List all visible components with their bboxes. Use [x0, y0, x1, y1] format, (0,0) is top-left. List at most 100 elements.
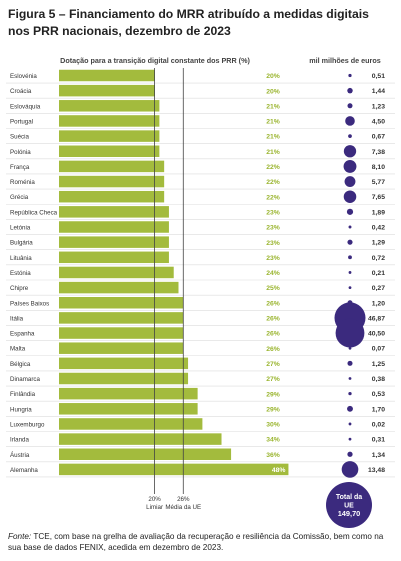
bar-value-label: 29% [266, 391, 280, 398]
amount-label: 0,31 [372, 437, 385, 444]
amount-label: 1,70 [372, 406, 385, 413]
category-label: Bélgica [10, 361, 31, 368]
bar [59, 130, 160, 142]
bar [59, 418, 203, 430]
bar-value-label: 20% [266, 88, 280, 95]
amount-label: 1,89 [372, 209, 385, 216]
category-label: Estónia [10, 270, 31, 277]
bar [59, 115, 160, 127]
amount-label: 46,87 [368, 315, 385, 322]
bar [59, 236, 169, 248]
category-label: Dinamarca [10, 376, 40, 383]
chart-subtitle: Dotação para a transição digital constan… [60, 56, 250, 65]
category-label: Suécia [10, 134, 29, 141]
bar-value-label: 24% [266, 270, 280, 277]
amount-label: 7,38 [372, 149, 385, 156]
category-label: Irlanda [10, 437, 29, 444]
bar-value-label: 21% [266, 103, 280, 110]
bar-value-label: 22% [266, 164, 280, 171]
bubble [348, 255, 352, 260]
category-label: Eslovénia [10, 73, 37, 80]
category-label: Croácia [10, 88, 32, 95]
total-circle [326, 482, 372, 528]
amount-label: 0,72 [372, 255, 385, 262]
bar-value-label: 27% [266, 376, 280, 383]
amount-label: 1,23 [372, 103, 385, 110]
bubble [348, 377, 352, 380]
bar-value-label: 36% [266, 452, 280, 459]
total-label-line2: UE [344, 503, 354, 510]
bar [59, 327, 184, 339]
source-label: Fonte: [8, 532, 32, 541]
bubble [343, 145, 357, 158]
bubble [344, 176, 356, 187]
bar-value-label: 26% [266, 346, 280, 353]
amount-label: 0,07 [372, 346, 385, 353]
reference-name-label: Limiar [146, 504, 163, 511]
category-label: França [10, 164, 30, 171]
category-label: Alemanha [10, 467, 38, 474]
category-label: Letónia [10, 225, 31, 232]
category-label: Itália [10, 315, 24, 322]
bar [59, 100, 160, 112]
amount-label: 4,50 [372, 118, 385, 125]
source-note: Fonte: TCE, com base na grelha de avalia… [8, 531, 396, 553]
bar [59, 403, 198, 415]
bubble [343, 159, 357, 173]
bubble [347, 405, 353, 412]
category-label: Finlândia [10, 391, 36, 398]
bubble [335, 318, 365, 348]
category-label: Lituânia [10, 255, 32, 262]
amount-label: 7,65 [372, 194, 385, 201]
amount-label: 40,50 [368, 331, 385, 338]
category-label: Luxemburgo [10, 421, 45, 428]
bar-value-label: 29% [266, 406, 280, 413]
bar [59, 221, 169, 233]
bar-value-label: 26% [266, 331, 280, 338]
bar [59, 281, 179, 294]
bar [59, 206, 169, 218]
bar-value-label: 27% [266, 361, 280, 368]
bar-value-label: 22% [266, 179, 280, 186]
figure-title: Figura 5 – Financiamento do MRR atribuíd… [8, 7, 369, 38]
category-label: Eslováquia [10, 103, 41, 110]
bar [59, 266, 174, 279]
bar [59, 160, 165, 173]
category-label: Chipre [10, 285, 29, 292]
bar [59, 297, 184, 309]
bar-value-label: 20% [266, 73, 280, 80]
total-label-line1: Total da [336, 494, 362, 501]
bar-value-label: 48% [272, 467, 286, 474]
reference-value-label: 26% [177, 496, 190, 503]
source-text: TCE, com base na grelha de avaliação da … [8, 532, 384, 552]
bubble [348, 286, 352, 289]
category-label: Polónia [10, 149, 31, 156]
bubble [348, 271, 352, 274]
amount-label: 5,77 [372, 179, 385, 186]
bar [59, 463, 289, 476]
total-value: 149,70 [338, 509, 361, 518]
bar [59, 251, 169, 264]
bubble [347, 360, 353, 366]
bubble [347, 87, 353, 94]
bar-value-label: 23% [266, 240, 280, 247]
bubbles-layer: 0,51 1,44 1,23 4,50 0,67 7,38 8,10 5,77 7,65 1,89… [334, 73, 385, 478]
bar-value-label: 21% [266, 149, 280, 156]
amount-label: 0,67 [372, 134, 385, 141]
row-gridlines [6, 82, 395, 478]
bubble [345, 116, 355, 126]
category-label: Áustria [10, 452, 30, 459]
bubble [347, 451, 353, 457]
category-label: Espanha [10, 331, 35, 338]
bar-value-label: 21% [266, 134, 280, 141]
bar [59, 69, 155, 82]
amount-label: 1,34 [372, 452, 385, 459]
bar-value-label: 26% [266, 316, 280, 323]
bar-value-label: 25% [266, 285, 280, 292]
bar-value-label: 21% [266, 119, 280, 126]
bar [59, 433, 222, 445]
amount-label: 0,02 [372, 421, 385, 428]
category-label: República Checa [10, 209, 58, 216]
amount-label: 0,38 [372, 376, 385, 383]
bar [59, 190, 165, 203]
